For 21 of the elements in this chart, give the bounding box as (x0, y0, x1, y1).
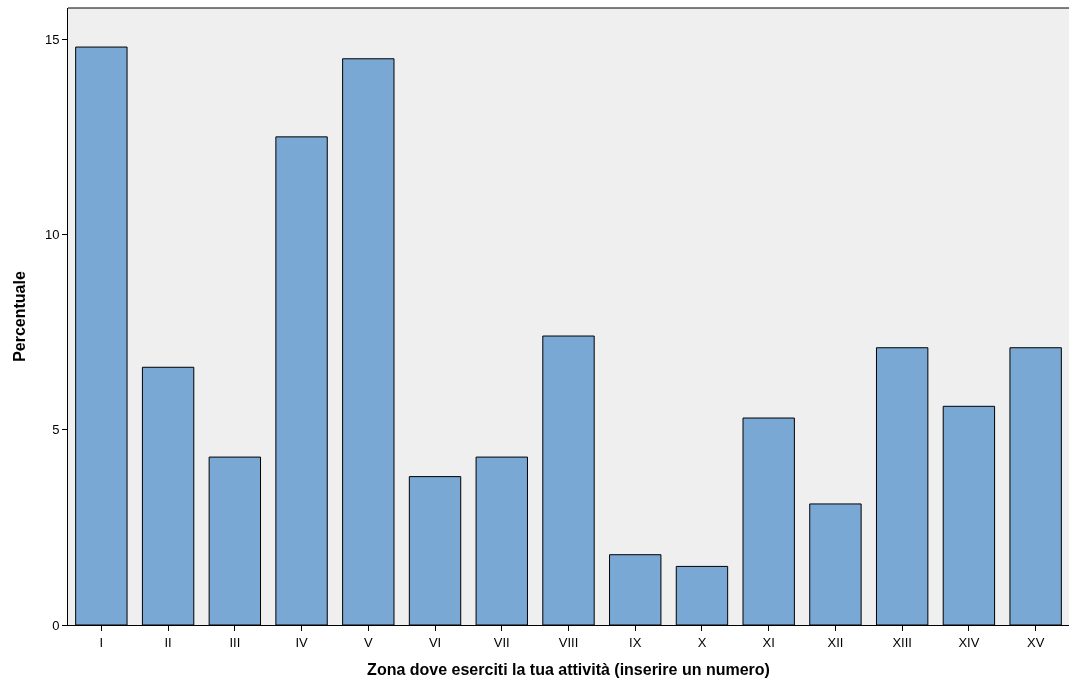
x-tick-label: XII (827, 634, 844, 650)
y-tick-label: 10 (44, 227, 60, 243)
x-tick-label: II (164, 634, 172, 650)
y-tick-label: 0 (52, 617, 60, 633)
x-axis-title: Zona dove eserciti la tua attività (inserire un numero) (367, 661, 770, 679)
x-tick-label: IV (295, 634, 309, 650)
x-tick-label: III (229, 634, 241, 650)
x-tick-label: VI (428, 634, 442, 650)
y-tick-label: 5 (52, 422, 60, 438)
y-tick-label: 15 (44, 31, 60, 47)
x-tick-label: I (99, 634, 104, 650)
x-tick-label: XIII (892, 634, 912, 650)
y-axis-title: Percentuale (10, 271, 28, 362)
x-tick-label: XI (762, 634, 775, 650)
x-tick-label: IX (629, 634, 642, 650)
x-tick-label: VIII (558, 634, 579, 650)
x-tick-label: X (697, 634, 707, 650)
x-tick-label: XV (1026, 634, 1045, 650)
x-tick-label: XIV (958, 634, 980, 650)
x-tick-label: V (363, 634, 373, 650)
x-tick-label: VII (493, 634, 510, 650)
